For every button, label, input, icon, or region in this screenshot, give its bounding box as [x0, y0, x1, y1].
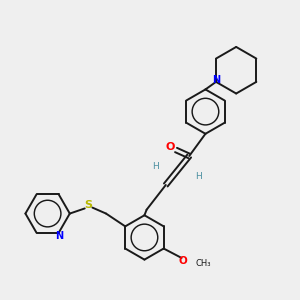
Text: CH₃: CH₃ [195, 259, 211, 268]
Text: O: O [166, 142, 175, 152]
Text: N: N [55, 231, 63, 241]
Text: H: H [195, 172, 202, 181]
Text: H: H [152, 162, 159, 171]
Text: S: S [84, 200, 92, 210]
Text: O: O [178, 256, 187, 266]
Text: N: N [212, 75, 220, 85]
